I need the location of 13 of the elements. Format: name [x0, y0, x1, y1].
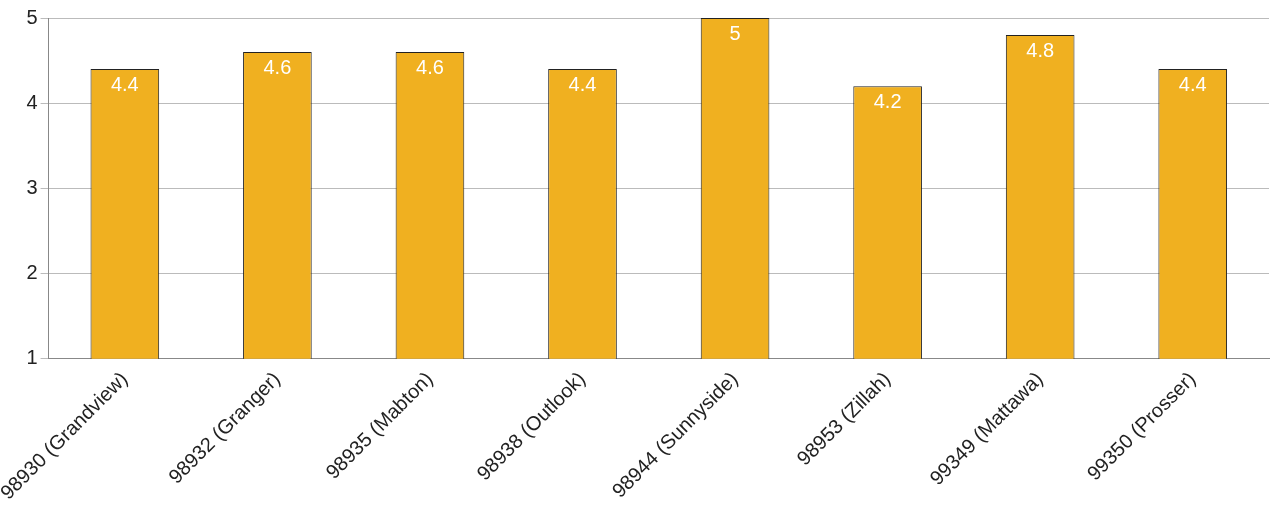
y-tick-label: 4 — [26, 90, 38, 113]
y-tick-label: 1 — [26, 346, 38, 369]
data-label: 4.6 — [263, 55, 292, 78]
data-label: 4.4 — [110, 72, 139, 95]
y-tick-label: 2 — [26, 261, 38, 284]
y-tick-label: 3 — [26, 175, 38, 198]
data-label: 4.2 — [873, 89, 902, 112]
data-label: 4.4 — [1178, 72, 1207, 95]
data-label: 5 — [729, 21, 741, 44]
data-label: 4.6 — [416, 55, 444, 78]
y-tick-label: 5 — [26, 5, 38, 28]
data-label: 4.4 — [568, 72, 597, 95]
data-label: 4.8 — [1026, 38, 1055, 61]
